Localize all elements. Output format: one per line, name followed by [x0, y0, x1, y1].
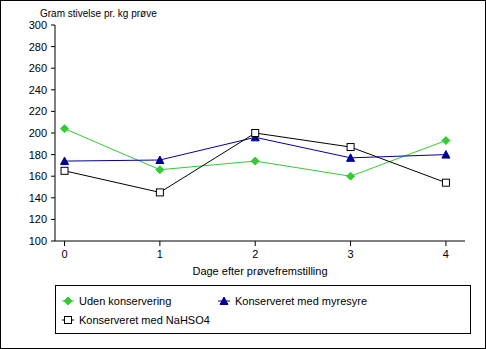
x-axis-label: Dage efter prøvefremstilling [192, 265, 327, 277]
x-tick [159, 241, 160, 246]
series-line [65, 133, 446, 192]
series-marker [252, 130, 259, 137]
legend-box [56, 286, 471, 334]
series-marker [442, 137, 450, 145]
legend-marker [64, 297, 72, 305]
y-tick [51, 46, 55, 47]
x-tick-label: 0 [61, 248, 67, 260]
plot-area [61, 125, 450, 196]
x-tick [445, 241, 446, 246]
y-tick [51, 154, 55, 155]
x-tick-label: 4 [443, 248, 449, 260]
y-tick-label: 140 [29, 192, 47, 204]
y-tick-label: 180 [29, 149, 47, 161]
legend-label: Uden konservering [79, 295, 171, 307]
legend-label: Konserveret med NaHSO4 [79, 314, 210, 326]
y-tick [51, 197, 55, 198]
legend: Uden konservering Konserveret med myresyr… [56, 286, 471, 334]
legend-marker [65, 317, 72, 324]
series-marker [156, 166, 164, 174]
y-tick-label: 160 [29, 170, 47, 182]
series-marker [347, 172, 355, 180]
x-axis [55, 241, 465, 242]
x-tick-label: 2 [252, 248, 258, 260]
chart-frame [1, 1, 486, 349]
x-tick [350, 241, 351, 246]
y-tick-label: 300 [29, 19, 47, 31]
series-marker [347, 144, 354, 151]
y-tick-label: 220 [29, 105, 47, 117]
legend-label: Konserveret med myresyre [235, 295, 367, 307]
series-marker [61, 125, 69, 133]
y-tick [51, 133, 55, 134]
y-tick [51, 68, 55, 69]
series-marker [442, 179, 449, 186]
y-tick [51, 111, 55, 112]
series-marker [61, 157, 69, 165]
y-tick-label: 100 [29, 235, 47, 247]
y-tick [51, 25, 55, 26]
x-tick [255, 241, 256, 246]
series-marker [156, 156, 164, 164]
y-tick-label: 280 [29, 41, 47, 53]
x-tick-label: 3 [348, 248, 354, 260]
legend-marker [220, 297, 228, 305]
chart: Gram stivelse pr. kg prøve10012014016018… [0, 0, 486, 349]
y-axis-label: Gram stivelse pr. kg prøve [40, 8, 157, 19]
y-tick-label: 260 [29, 62, 47, 74]
y-tick [51, 89, 55, 90]
y-tick-label: 120 [29, 213, 47, 225]
series-marker [156, 189, 163, 196]
y-tick-label: 240 [29, 84, 47, 96]
x-tick [64, 241, 65, 246]
y-tick [51, 219, 55, 220]
series-marker [347, 154, 355, 162]
y-tick [51, 176, 55, 177]
x-tick-label: 1 [157, 248, 163, 260]
series-line [65, 129, 446, 177]
y-tick [51, 241, 55, 242]
y-tick-label: 200 [29, 127, 47, 139]
series-marker [251, 157, 259, 165]
series-marker [61, 167, 68, 174]
series-marker [442, 151, 450, 159]
